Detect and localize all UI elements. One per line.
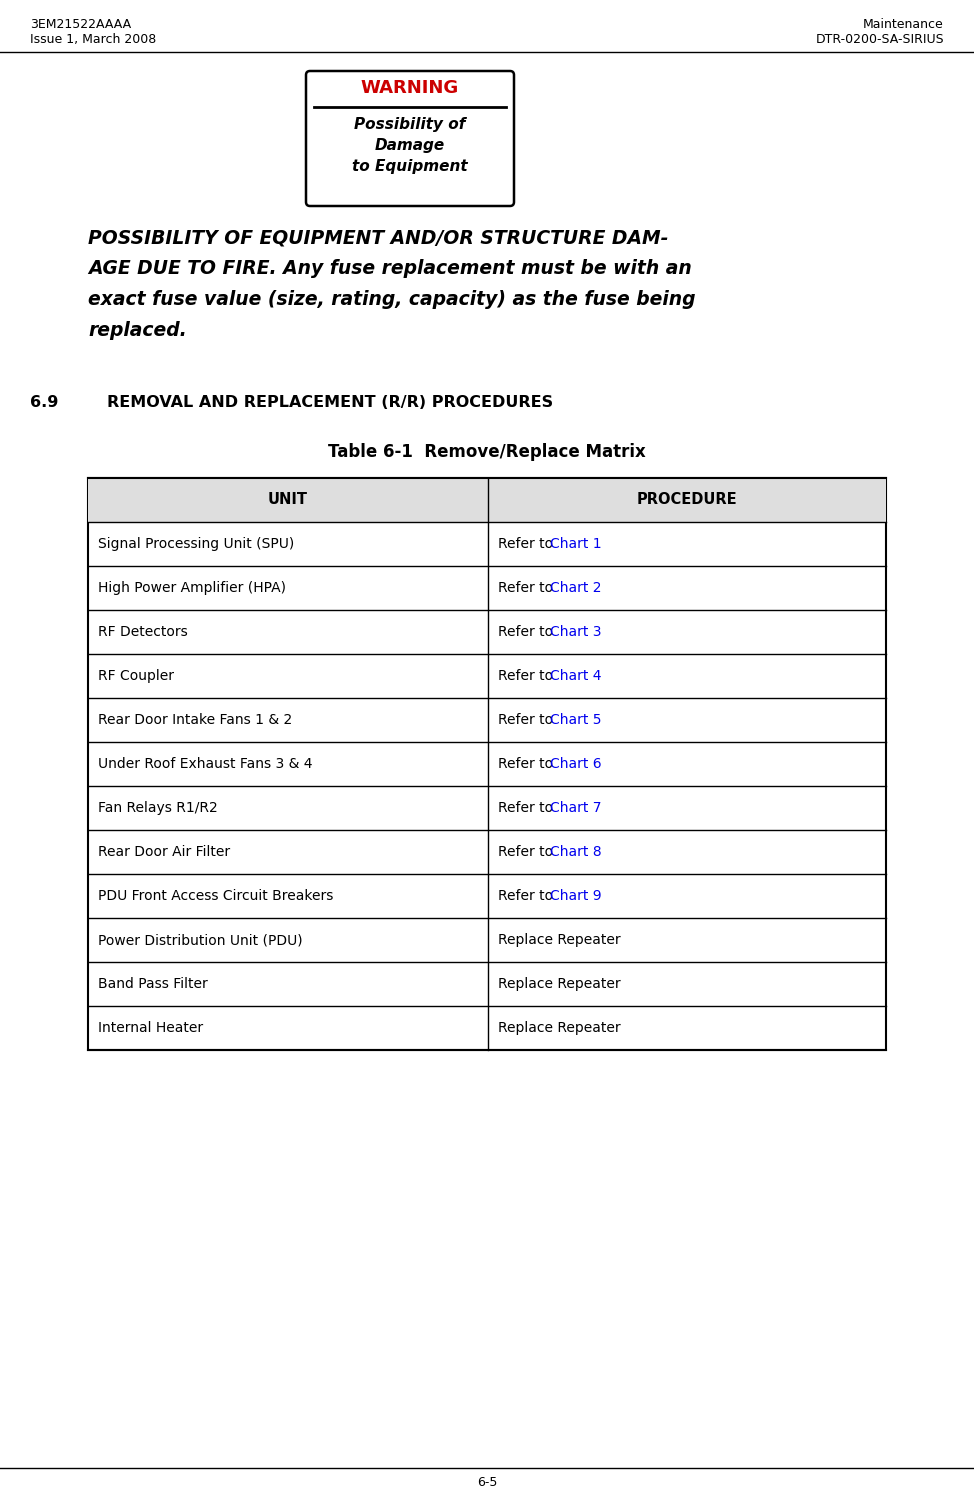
Text: Replace Repeater: Replace Repeater — [498, 977, 620, 991]
Text: Refer to: Refer to — [498, 846, 557, 859]
Text: Chart 9: Chart 9 — [550, 889, 602, 903]
Text: Power Distribution Unit (PDU): Power Distribution Unit (PDU) — [98, 933, 303, 947]
Text: 6.9: 6.9 — [30, 396, 58, 411]
Text: Rear Door Intake Fans 1 & 2: Rear Door Intake Fans 1 & 2 — [98, 713, 292, 726]
Text: Refer to: Refer to — [498, 757, 557, 772]
Text: Fan Relays R1/R2: Fan Relays R1/R2 — [98, 800, 218, 815]
Text: Issue 1, March 2008: Issue 1, March 2008 — [30, 33, 156, 45]
Text: to Equipment: to Equipment — [353, 159, 468, 174]
Text: Signal Processing Unit (SPU): Signal Processing Unit (SPU) — [98, 538, 294, 551]
Text: DTR-0200-SA-SIRIUS: DTR-0200-SA-SIRIUS — [815, 33, 944, 45]
Text: PDU Front Access Circuit Breakers: PDU Front Access Circuit Breakers — [98, 889, 333, 903]
Text: WARNING: WARNING — [361, 79, 459, 97]
Text: RF Detectors: RF Detectors — [98, 625, 188, 639]
Text: Chart 4: Chart 4 — [550, 669, 602, 683]
Text: Band Pass Filter: Band Pass Filter — [98, 977, 207, 991]
Text: Maintenance: Maintenance — [863, 18, 944, 32]
Text: Chart 8: Chart 8 — [550, 846, 602, 859]
Text: PROCEDURE: PROCEDURE — [637, 492, 737, 507]
Text: exact fuse value (size, rating, capacity) as the fuse being: exact fuse value (size, rating, capacity… — [88, 290, 695, 310]
Text: Refer to: Refer to — [498, 800, 557, 815]
Bar — [88, 479, 886, 522]
FancyBboxPatch shape — [306, 71, 514, 205]
Text: Chart 3: Chart 3 — [550, 625, 602, 639]
Text: Under Roof Exhaust Fans 3 & 4: Under Roof Exhaust Fans 3 & 4 — [98, 757, 313, 772]
Text: Replace Repeater: Replace Repeater — [498, 1021, 620, 1034]
Text: Chart 2: Chart 2 — [550, 581, 602, 595]
Text: POSSIBILITY OF EQUIPMENT AND/OR STRUCTURE DAM-: POSSIBILITY OF EQUIPMENT AND/OR STRUCTUR… — [88, 228, 668, 248]
Text: Rear Door Air Filter: Rear Door Air Filter — [98, 846, 230, 859]
Text: Refer to: Refer to — [498, 581, 557, 595]
Text: Chart 6: Chart 6 — [550, 757, 602, 772]
Text: 6-5: 6-5 — [477, 1475, 497, 1489]
Text: High Power Amplifier (HPA): High Power Amplifier (HPA) — [98, 581, 286, 595]
Text: Refer to: Refer to — [498, 889, 557, 903]
Text: AGE DUE TO FIRE. Any fuse replacement must be with an: AGE DUE TO FIRE. Any fuse replacement mu… — [88, 260, 692, 278]
Text: Possibility of: Possibility of — [355, 116, 466, 131]
Text: Chart 5: Chart 5 — [550, 713, 602, 726]
Text: Internal Heater: Internal Heater — [98, 1021, 204, 1034]
Text: Refer to: Refer to — [498, 625, 557, 639]
Text: Refer to: Refer to — [498, 713, 557, 726]
Text: Replace Repeater: Replace Repeater — [498, 933, 620, 947]
Text: Refer to: Refer to — [498, 538, 557, 551]
Text: Chart 1: Chart 1 — [550, 538, 602, 551]
Text: replaced.: replaced. — [88, 322, 187, 340]
Text: Refer to: Refer to — [498, 669, 557, 683]
Text: 3EM21522AAAA: 3EM21522AAAA — [30, 18, 131, 32]
Text: Damage: Damage — [375, 137, 445, 153]
Text: Chart 7: Chart 7 — [550, 800, 602, 815]
Text: REMOVAL AND REPLACEMENT (R/R) PROCEDURES: REMOVAL AND REPLACEMENT (R/R) PROCEDURES — [107, 396, 553, 411]
Text: Table 6-1  Remove/Replace Matrix: Table 6-1 Remove/Replace Matrix — [328, 442, 646, 461]
Text: RF Coupler: RF Coupler — [98, 669, 174, 683]
Text: UNIT: UNIT — [268, 492, 308, 507]
Bar — [88, 479, 886, 1049]
